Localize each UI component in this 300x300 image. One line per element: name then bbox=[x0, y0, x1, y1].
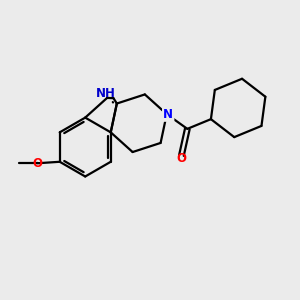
Text: N: N bbox=[163, 108, 173, 121]
Text: O: O bbox=[33, 157, 43, 170]
Text: NH: NH bbox=[96, 87, 116, 100]
Text: O: O bbox=[176, 152, 187, 165]
